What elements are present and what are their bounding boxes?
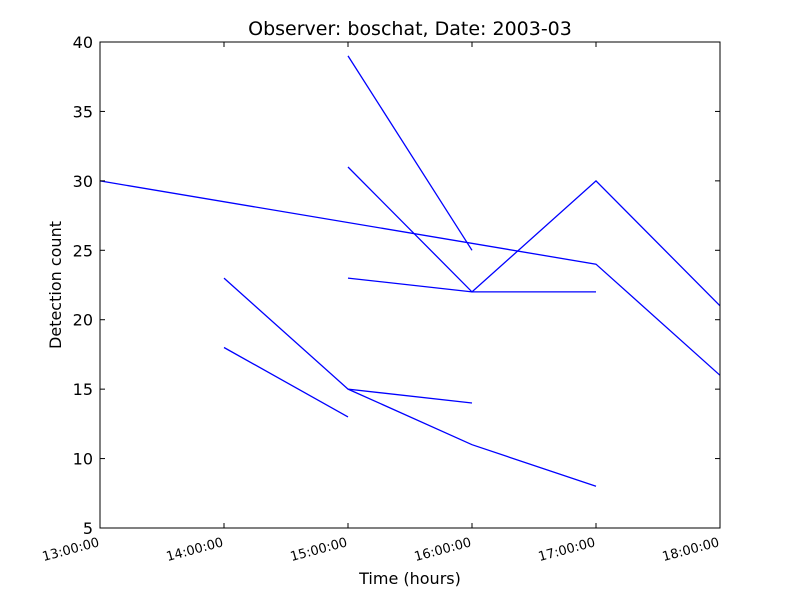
y-tick-label: 25 bbox=[73, 241, 93, 260]
y-tick-label: 15 bbox=[73, 380, 93, 399]
y-tick-label: 30 bbox=[73, 172, 93, 191]
y-tick-label: 35 bbox=[73, 102, 93, 121]
y-tick-label: 10 bbox=[73, 450, 93, 469]
series-line-series-7 bbox=[347, 388, 597, 487]
y-axis: 5 10 15 20 25 30 35 40 bbox=[73, 33, 720, 538]
series-line-series-4 bbox=[347, 277, 596, 293]
chart-title: Observer: boschat, Date: 2003-03 bbox=[248, 18, 572, 40]
y-tick-label: 40 bbox=[73, 33, 93, 52]
series-line-series-2 bbox=[347, 166, 721, 307]
plot-frame bbox=[99, 41, 721, 529]
series-layer bbox=[99, 55, 721, 487]
series-line-series-1 bbox=[99, 180, 721, 376]
y-axis-label: Detection count bbox=[46, 221, 65, 349]
x-axis-label: Time (hours) bbox=[358, 569, 461, 588]
series-line-series-3 bbox=[347, 55, 473, 251]
y-tick-label: 5 bbox=[83, 519, 93, 538]
series-line-series-6 bbox=[223, 346, 349, 418]
y-tick-label: 20 bbox=[73, 311, 93, 330]
